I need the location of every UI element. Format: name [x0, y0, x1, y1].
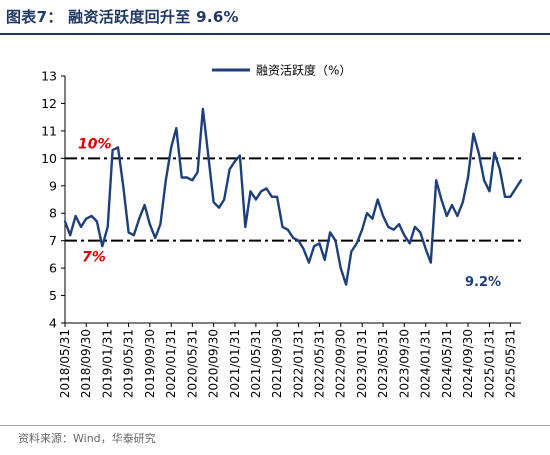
- series-layer: [63, 107, 523, 286]
- x-tick-label: 2021/09/30: [270, 329, 284, 398]
- x-tick-label: 2020/05/31: [185, 329, 199, 398]
- y-tick-label: 10: [41, 151, 57, 166]
- y-tick-label: 5: [49, 288, 57, 303]
- x-tick-label: 2024/05/31: [440, 329, 454, 398]
- x-tick-label: 2025/01/31: [482, 329, 496, 398]
- source-note: 资料来源：Wind，华泰研究: [18, 432, 156, 445]
- y-tick-label: 6: [49, 261, 57, 276]
- x-tick-label: 2023/05/31: [376, 329, 390, 398]
- x-tick-label: 2023/01/31: [355, 329, 369, 398]
- x-tick-label: 2024/01/31: [419, 329, 433, 398]
- x-tick-label: 2019/01/31: [101, 329, 115, 398]
- source-divider: [0, 425, 550, 426]
- annotation-latest-value: 9.2%: [465, 275, 501, 290]
- reference-lines: [65, 157, 521, 242]
- y-tick-label: 12: [41, 96, 57, 111]
- x-tick-label: 2025/05/31: [503, 329, 517, 398]
- title-divider: [0, 33, 550, 35]
- chart-annotations: 10% 7% 9.2%: [78, 136, 501, 290]
- y-tick-label: 7: [49, 233, 57, 248]
- x-tick-label: 2022/05/31: [312, 329, 326, 398]
- annotation-7-percent: 7%: [82, 250, 106, 266]
- y-tick-label: 4: [49, 316, 57, 331]
- y-tick-label: 11: [41, 123, 57, 138]
- y-tick-label: 9: [49, 178, 57, 193]
- x-tick-label: 2019/05/31: [122, 329, 136, 398]
- x-tick-label: 2018/05/31: [58, 329, 72, 398]
- x-tick-label: 2022/09/30: [334, 329, 348, 398]
- x-tick-label: 2023/09/30: [397, 329, 411, 398]
- x-tick-label: 2020/09/30: [207, 329, 221, 398]
- x-tick-label: 2020/01/31: [164, 329, 178, 398]
- x-tick-label: 2019/09/30: [143, 329, 157, 398]
- figure-title: 图表7： 融资活跃度回升至 9.6%: [6, 8, 239, 26]
- chart-legend: 融资活跃度（%）: [212, 63, 351, 78]
- chart-axes: 4 5 6 7 8 9 10 11 12 13 2018/05/31 2018/09/30 2019/0…: [41, 69, 521, 398]
- series-line-0: [63, 107, 523, 286]
- x-tick-label: 2022/01/31: [292, 329, 306, 398]
- y-tick-label: 8: [49, 206, 57, 221]
- x-tick-label: 2021/05/31: [249, 329, 263, 398]
- legend-label: 融资活跃度（%）: [256, 63, 351, 78]
- x-tick-label: 2021/01/31: [228, 329, 242, 398]
- x-tick-label: 2024/09/30: [461, 329, 475, 398]
- annotation-10-percent: 10%: [78, 136, 112, 152]
- line-chart: 4 5 6 7 8 9 10 11 12 13 2018/05/31 2018/09/30 2019/0…: [41, 63, 523, 398]
- y-tick-label: 13: [41, 69, 57, 84]
- x-tick-label: 2018/09/30: [79, 329, 93, 398]
